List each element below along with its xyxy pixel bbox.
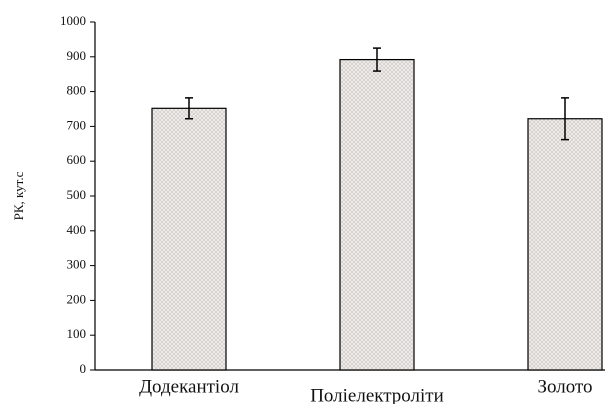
y-tick-label: 500 <box>67 187 87 202</box>
y-tick-label: 900 <box>67 48 87 63</box>
y-tick-label: 600 <box>67 152 87 167</box>
y-axis-label: РК, кут.с <box>11 171 26 220</box>
bar <box>339 58 415 371</box>
bar <box>151 107 227 371</box>
y-tick-label: 200 <box>67 291 87 306</box>
y-tick-label: 700 <box>67 117 87 132</box>
y-tick-label: 0 <box>80 361 87 376</box>
y-tick-label: 400 <box>67 222 87 237</box>
y-tick-label: 800 <box>67 83 87 98</box>
x-tick-label: Поліелектроліти <box>310 385 444 404</box>
y-tick-label: 100 <box>67 326 87 341</box>
x-tick-label: Золото <box>537 376 592 397</box>
y-tick-label: 1000 <box>60 13 86 28</box>
y-tick-label: 300 <box>67 257 87 272</box>
x-tick-label: Додекантіол <box>139 376 239 397</box>
bar <box>527 118 603 371</box>
